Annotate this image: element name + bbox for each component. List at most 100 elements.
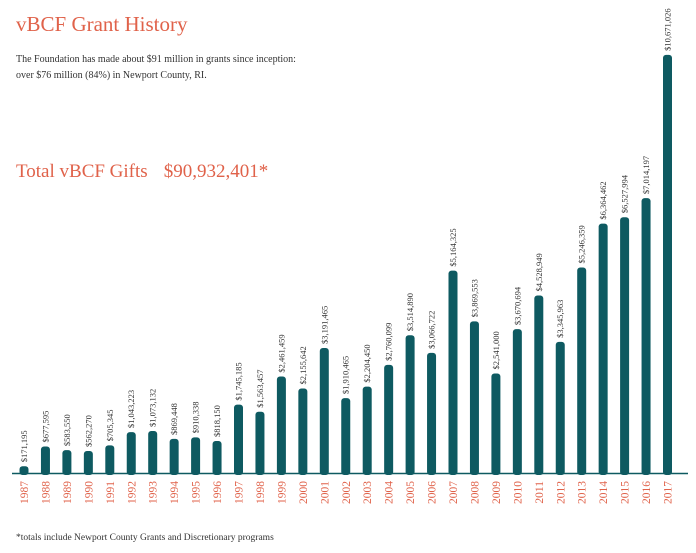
bar-1996: [212, 440, 222, 475]
value-label-2007: $5,164,325: [448, 228, 458, 266]
x-tick-label-2016: 2016: [641, 481, 653, 504]
x-tick-label-2002: 2002: [341, 481, 353, 504]
bar-2003: [362, 386, 372, 475]
value-label-1997: $1,745,185: [234, 362, 244, 400]
bar-2011: [534, 295, 544, 475]
value-label-2012: $3,345,963: [555, 300, 565, 338]
x-tick-label-2015: 2015: [620, 481, 632, 504]
bar-2001: [319, 347, 329, 475]
value-label-2002: $1,910,465: [341, 356, 351, 394]
value-label-1987: $171,195: [19, 430, 29, 462]
bar-2000: [298, 388, 308, 475]
x-tick-label-2010: 2010: [512, 481, 524, 504]
x-tick-label-2007: 2007: [448, 481, 460, 504]
subtitle-line-1: The Foundation has made about $91 millio…: [16, 54, 296, 65]
bar-2014: [598, 223, 608, 475]
value-label-2009: $2,541,000: [491, 331, 501, 369]
value-label-1989: $583,550: [62, 414, 72, 446]
x-tick-label-1991: 1991: [105, 481, 117, 504]
bar-2013: [577, 267, 587, 475]
value-label-1990: $562,270: [83, 415, 93, 447]
bar-1992: [126, 432, 136, 475]
value-label-1993: $1,073,132: [148, 389, 158, 427]
bar-2009: [491, 373, 501, 475]
value-label-2017: $10,671,026: [663, 8, 673, 51]
x-tick-label-1998: 1998: [255, 481, 267, 504]
value-label-2006: $3,066,722: [427, 311, 437, 349]
x-tick-label-2001: 2001: [319, 481, 331, 504]
bar-2002: [341, 398, 351, 475]
value-label-1995: $910,338: [191, 401, 201, 433]
value-label-2013: $5,246,359: [577, 225, 587, 263]
bar-1989: [62, 450, 72, 475]
value-label-2008: $3,869,553: [469, 279, 479, 317]
bar-1991: [105, 445, 115, 475]
x-tick-label-2000: 2000: [298, 481, 310, 504]
value-label-1998: $1,563,457: [255, 369, 265, 407]
value-label-2010: $3,670,694: [512, 286, 522, 325]
x-tick-label-1993: 1993: [148, 481, 160, 504]
bar-1995: [191, 437, 201, 475]
bar-2017: [663, 54, 672, 475]
x-tick-label-1987: 1987: [19, 481, 31, 504]
chart-title: vBCF Grant History: [16, 12, 188, 36]
x-tick-label-2003: 2003: [362, 481, 374, 504]
bar-2006: [427, 352, 437, 475]
chart-subtitle: The Foundation has made about $91 millio…: [16, 52, 346, 84]
x-tick-label-2014: 2014: [598, 481, 610, 504]
value-label-2004: $2,760,099: [384, 323, 394, 361]
subtitle-line-2: over $76 million (84%) in Newport County…: [16, 70, 207, 81]
value-label-1996: $818,150: [212, 405, 222, 437]
value-label-2016: $7,014,197: [641, 156, 651, 194]
bar-2010: [512, 329, 522, 475]
x-tick-label-2004: 2004: [384, 481, 396, 504]
x-tick-label-2005: 2005: [405, 481, 417, 504]
x-tick-label-2008: 2008: [469, 481, 481, 504]
bar-2016: [641, 198, 651, 475]
value-label-1999: $2,461,459: [276, 334, 286, 372]
total-gifts: Total vBCF Gifts $90,932,401*: [16, 161, 268, 183]
bar-2005: [405, 335, 415, 475]
bar-2004: [384, 364, 394, 475]
bar-2015: [620, 217, 630, 476]
bar-2012: [555, 341, 565, 475]
bar-2008: [469, 321, 479, 475]
x-tick-label-2012: 2012: [555, 481, 567, 504]
value-label-2005: $3,514,890: [405, 293, 415, 331]
x-tick-label-2017: 2017: [663, 481, 675, 504]
x-tick-label-2011: 2011: [534, 481, 546, 504]
x-tick-label-1989: 1989: [62, 481, 74, 504]
total-gifts-value: $90,932,401*: [163, 161, 269, 182]
value-label-1994: $869,448: [169, 403, 179, 435]
value-label-2000: $2,155,642: [298, 346, 308, 384]
bar-1988: [40, 446, 50, 475]
x-tick-label-1992: 1992: [126, 481, 138, 504]
value-label-2003: $2,204,450: [362, 344, 372, 382]
bar-1998: [255, 411, 265, 475]
x-tick-label-1999: 1999: [276, 481, 288, 504]
value-label-2011: $4,528,949: [534, 253, 544, 291]
value-label-1991: $705,345: [105, 409, 115, 441]
bar-1997: [234, 404, 243, 475]
x-tick-label-1997: 1997: [234, 481, 246, 504]
total-gifts-label: Total vBCF Gifts: [16, 161, 148, 182]
value-label-1992: $1,043,223: [126, 390, 136, 428]
bar-1990: [83, 450, 93, 475]
x-tick-label-1988: 1988: [40, 481, 52, 504]
value-label-2001: $3,191,465: [319, 306, 329, 344]
bar-2007: [448, 270, 458, 475]
x-tick-label-1995: 1995: [191, 481, 203, 504]
x-tick-label-1990: 1990: [83, 481, 95, 504]
x-tick-label-2013: 2013: [577, 481, 589, 504]
bar-1993: [148, 430, 158, 475]
value-label-2015: $6,527,994: [620, 174, 630, 213]
footnote: *totals include Newport County Grants an…: [16, 533, 274, 543]
x-tick-label-2006: 2006: [427, 481, 439, 504]
bar-1994: [169, 438, 179, 475]
x-tick-label-1996: 1996: [212, 481, 224, 504]
value-label-2014: $6,364,462: [598, 181, 608, 219]
x-tick-label-2009: 2009: [491, 481, 503, 504]
x-tick-label-1994: 1994: [169, 481, 181, 504]
bar-1987: [19, 466, 29, 475]
